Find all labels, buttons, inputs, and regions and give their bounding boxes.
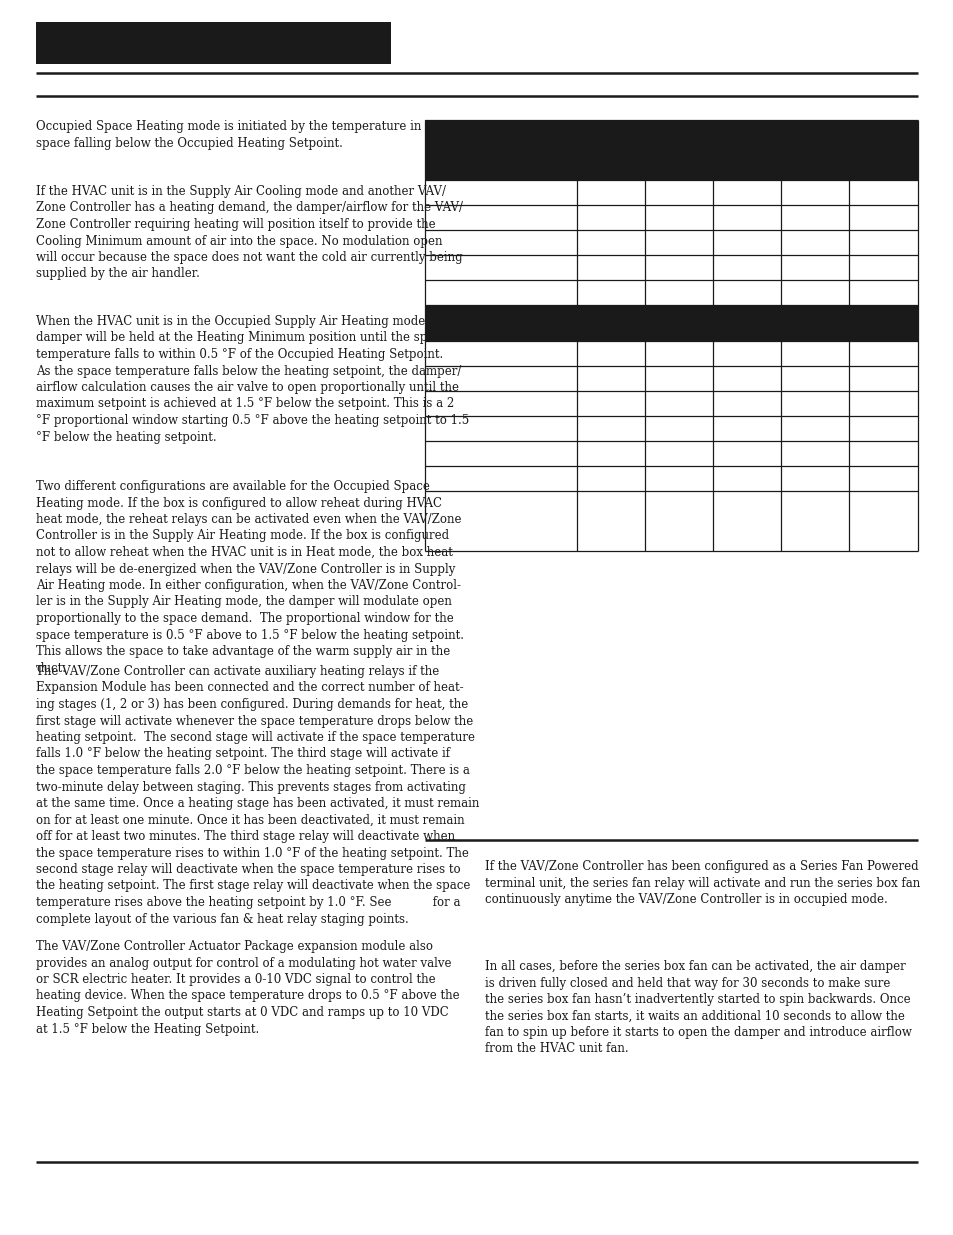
Bar bbox=[424, 280, 917, 305]
Bar bbox=[424, 180, 917, 205]
Bar bbox=[424, 466, 917, 492]
Text: If the HVAC unit is in the Supply Air Cooling mode and another VAV/
Zone Control: If the HVAC unit is in the Supply Air Co… bbox=[36, 185, 462, 280]
Bar bbox=[424, 120, 917, 144]
Text: The VAV/Zone Controller can activate auxiliary heating relays if the
Expansion M: The VAV/Zone Controller can activate aux… bbox=[36, 664, 478, 925]
Bar bbox=[424, 341, 917, 366]
Bar bbox=[424, 391, 917, 416]
Bar bbox=[424, 441, 917, 466]
Text: In all cases, before the series box fan can be activated, the air damper
is driv: In all cases, before the series box fan … bbox=[484, 960, 911, 1056]
Bar bbox=[424, 144, 917, 180]
Bar bbox=[424, 416, 917, 441]
Text: If the VAV/Zone Controller has been configured as a Series Fan Powered
terminal : If the VAV/Zone Controller has been conf… bbox=[484, 860, 920, 906]
Text: Occupied Space Heating mode is initiated by the temperature in the
space falling: Occupied Space Heating mode is initiated… bbox=[36, 120, 444, 149]
Bar bbox=[424, 254, 917, 280]
Bar bbox=[424, 305, 917, 341]
Text: When the HVAC unit is in the Occupied Supply Air Heating mode, the
damper will b: When the HVAC unit is in the Occupied Su… bbox=[36, 315, 469, 443]
Text: The VAV/Zone Controller Actuator Package expansion module also
provides an analo: The VAV/Zone Controller Actuator Package… bbox=[36, 940, 459, 1035]
Bar bbox=[424, 366, 917, 391]
Bar bbox=[424, 205, 917, 230]
Bar bbox=[424, 492, 917, 551]
Bar bbox=[36, 22, 391, 64]
Bar bbox=[424, 230, 917, 254]
Text: Two different configurations are available for the Occupied Space
Heating mode. : Two different configurations are availab… bbox=[36, 480, 463, 674]
